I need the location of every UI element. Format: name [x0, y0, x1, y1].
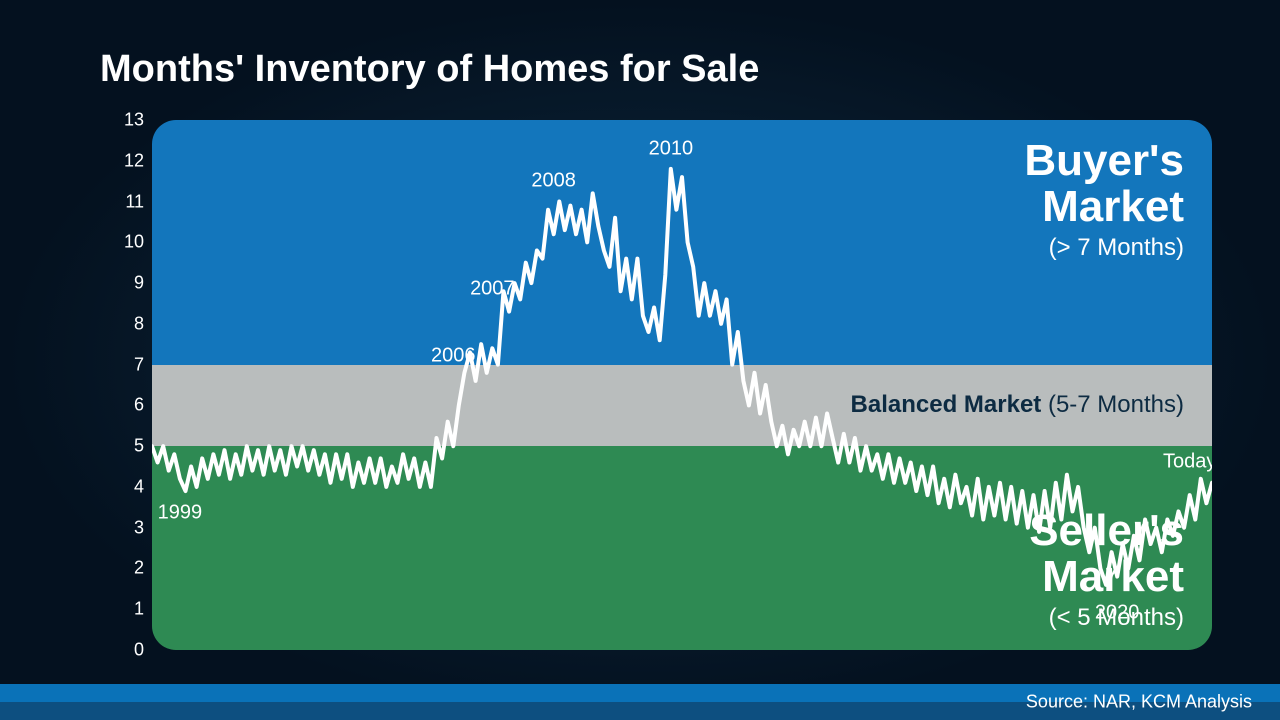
- data-label: Today: [1163, 451, 1212, 474]
- y-tick: 7: [134, 354, 144, 375]
- y-tick: 2: [134, 558, 144, 579]
- y-tick: 0: [134, 640, 144, 661]
- data-label: 2006: [431, 345, 476, 368]
- y-tick: 4: [134, 476, 144, 497]
- y-tick: 6: [134, 395, 144, 416]
- footer-bar: Source: NAR, KCM Analysis: [0, 684, 1280, 720]
- y-axis: 012345678910111213: [104, 120, 152, 650]
- data-label: 2008: [531, 170, 576, 193]
- data-label: 2020: [1095, 602, 1140, 625]
- slide: Months' Inventory of Homes for Sale 0123…: [0, 0, 1280, 720]
- data-label: 2007: [470, 278, 515, 301]
- data-label: 1999: [158, 502, 203, 525]
- y-tick: 5: [134, 436, 144, 457]
- chart-title: Months' Inventory of Homes for Sale: [100, 48, 759, 91]
- y-tick: 13: [124, 110, 144, 131]
- y-tick: 9: [134, 273, 144, 294]
- y-tick: 3: [134, 517, 144, 538]
- y-tick: 11: [125, 191, 144, 212]
- line-chart: [152, 120, 1212, 650]
- y-tick: 10: [124, 232, 144, 253]
- data-label: 2010: [649, 137, 694, 160]
- source-text: Source: NAR, KCM Analysis: [1026, 692, 1252, 713]
- y-tick: 1: [134, 599, 144, 620]
- y-tick: 12: [124, 150, 144, 171]
- plot-area: Buyer's Market (> 7 Months) Balanced Mar…: [152, 120, 1212, 650]
- y-tick: 8: [134, 313, 144, 334]
